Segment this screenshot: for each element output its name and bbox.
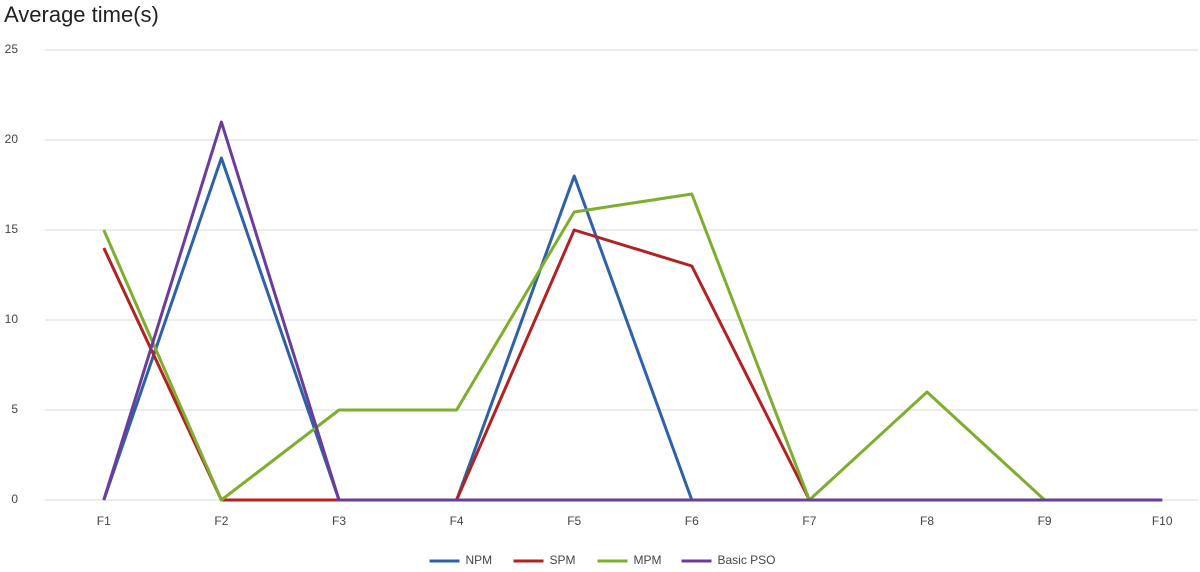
y-tick-label: 15 xyxy=(5,222,19,236)
y-tick-label: 10 xyxy=(5,312,19,326)
x-tick-label: F10 xyxy=(1152,514,1173,528)
legend-label: NPM xyxy=(466,553,493,567)
x-tick-label: F2 xyxy=(214,514,228,528)
series-line xyxy=(102,120,1163,502)
x-tick-label: F4 xyxy=(450,514,464,528)
y-tick-label: 25 xyxy=(5,42,19,56)
x-tick-label: F1 xyxy=(97,514,111,528)
x-tick-label: F6 xyxy=(685,514,699,528)
legend-label: MPM xyxy=(634,553,662,567)
series-line xyxy=(102,156,1163,502)
x-tick-label: F8 xyxy=(920,514,934,528)
x-tick-label: F5 xyxy=(567,514,581,528)
series-line xyxy=(102,192,1163,502)
x-tick-label: F3 xyxy=(332,514,346,528)
chart-title: Average time(s) xyxy=(4,2,159,27)
y-tick-label: 0 xyxy=(11,492,18,506)
x-tick-label: F7 xyxy=(802,514,816,528)
legend-label: SPM xyxy=(550,553,576,567)
y-tick-label: 5 xyxy=(11,402,18,416)
x-tick-label: F9 xyxy=(1038,514,1052,528)
y-tick-label: 20 xyxy=(5,132,19,146)
series-line xyxy=(102,228,1163,502)
legend-label: Basic PSO xyxy=(718,553,776,567)
